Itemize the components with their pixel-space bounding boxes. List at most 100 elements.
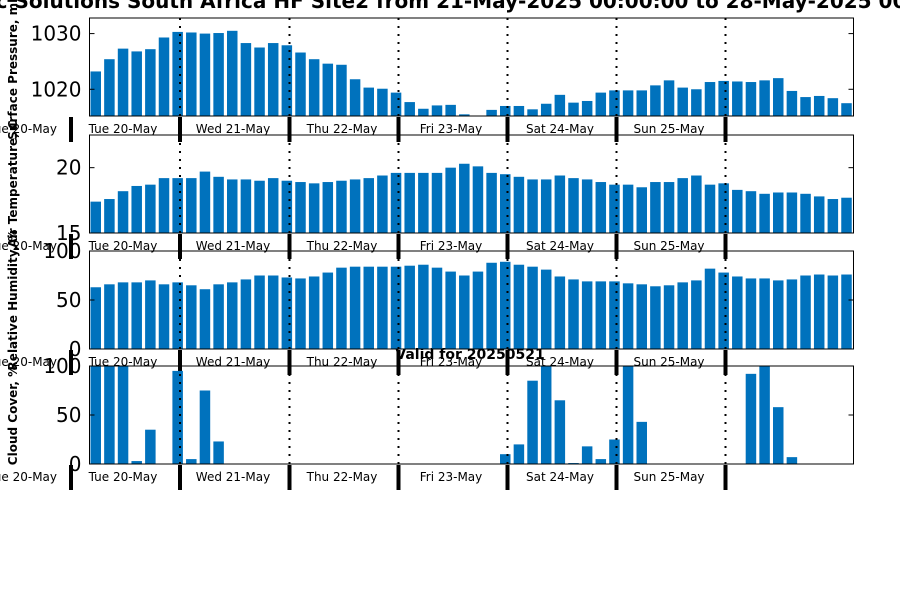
bar: [227, 179, 238, 233]
bar: [472, 271, 484, 349]
bar: [622, 366, 634, 464]
bar: [800, 97, 811, 116]
bar: [404, 265, 415, 349]
bar: [595, 92, 607, 116]
bar: [390, 172, 402, 233]
ytick-label: 20: [56, 156, 81, 180]
xtick-label: Thu 22-May: [306, 239, 378, 253]
bar: [568, 279, 579, 349]
bar: [186, 32, 197, 117]
bar: [240, 179, 252, 233]
bar: [322, 63, 334, 116]
bar: [677, 282, 688, 349]
xtick-label: Fri 23-May: [420, 239, 483, 253]
xtick-label: Fri 23-May: [420, 470, 483, 484]
bar: [513, 444, 525, 464]
bar: [636, 90, 647, 116]
bar: [240, 279, 252, 349]
ytick-label: 15: [56, 221, 81, 245]
bar: [568, 178, 579, 233]
xtick-label: Fri 23-May: [420, 355, 483, 369]
xtick-label: Tue 20-May: [88, 470, 158, 484]
bar: [500, 174, 511, 233]
bar: [773, 280, 784, 349]
bar: [199, 289, 211, 349]
bar: [650, 286, 661, 349]
xtick-label: Tue 20-May: [88, 122, 158, 136]
bar: [581, 446, 593, 464]
bar: [540, 179, 552, 233]
bar: [663, 285, 675, 349]
bar: [581, 100, 593, 116]
bar: [773, 407, 784, 464]
xtick-label: Thu 22-May: [306, 470, 378, 484]
bar: [568, 102, 579, 116]
bar: [500, 261, 511, 349]
bar: [213, 176, 224, 233]
ytick-label: 50: [56, 403, 81, 427]
bar: [377, 175, 388, 233]
ytick-label: 50: [56, 288, 81, 312]
y-axis-label: Relative Humidity, %: [6, 230, 20, 371]
bar: [540, 103, 552, 116]
bar: [609, 90, 620, 116]
xtick-label: Wed 21-May: [196, 122, 270, 136]
bar: [131, 461, 142, 464]
bar: [459, 114, 470, 116]
bar: [554, 175, 566, 233]
bar: [745, 82, 757, 116]
bar: [90, 366, 101, 464]
bar: [186, 285, 197, 349]
bar: [773, 78, 784, 116]
bar: [622, 90, 634, 116]
bar: [609, 281, 620, 349]
bar: [841, 197, 852, 233]
y-axis-label: Surface Pressure, mb: [6, 0, 20, 140]
xtick-label: Sat 24-May: [526, 355, 594, 369]
bar: [486, 172, 497, 233]
bar: [227, 30, 238, 117]
bar: [759, 193, 770, 233]
bar: [636, 187, 647, 233]
bar: [363, 87, 374, 116]
bar: [390, 266, 402, 349]
xtick-label: Sat 24-May: [526, 470, 594, 484]
bar: [418, 264, 429, 349]
bar: [527, 179, 538, 233]
bar: [404, 172, 415, 233]
bar: [158, 178, 170, 233]
bar: [581, 281, 593, 349]
bar: [363, 178, 374, 233]
xtick-label: Sun 25-May: [633, 239, 704, 253]
bar: [595, 459, 607, 464]
bar: [554, 276, 566, 349]
bar: [308, 276, 320, 349]
bar: [117, 48, 129, 116]
bar: [117, 191, 129, 233]
ytick-label: 100: [43, 354, 81, 378]
ytick-label: 100: [43, 239, 81, 263]
bar: [595, 281, 607, 349]
xtick-label: Fri 23-May: [420, 122, 483, 136]
bar: [827, 275, 839, 349]
bar: [104, 199, 115, 233]
bar: [131, 282, 142, 349]
bar: [718, 272, 729, 349]
bar: [404, 102, 415, 116]
bar: [431, 105, 443, 116]
bar: [486, 109, 497, 116]
xtick-label: Sun 25-May: [633, 355, 704, 369]
xtick-label: Sat 24-May: [526, 122, 594, 136]
xtick-label-left-cut: Tue 20-May: [0, 470, 57, 484]
bar: [732, 276, 743, 349]
bar: [513, 176, 525, 233]
bar: [486, 262, 497, 349]
xtick-label-left-cut: Tue 20-May: [0, 239, 57, 253]
bar: [308, 183, 320, 233]
bar: [786, 457, 798, 464]
bar: [800, 193, 811, 233]
bar: [527, 266, 538, 349]
bar: [663, 80, 675, 116]
